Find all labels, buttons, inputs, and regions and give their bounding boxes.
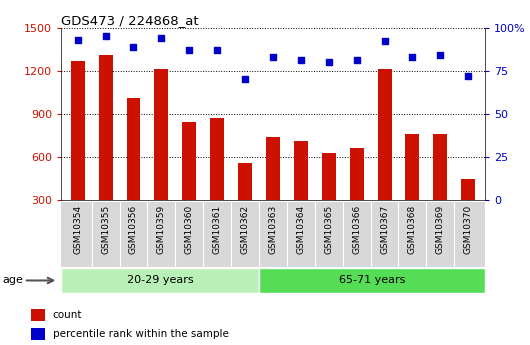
Bar [31,328,45,340]
Point [185,47,193,53]
Bar [210,118,224,243]
Point [381,39,389,44]
Point [436,52,445,58]
Point [213,47,222,53]
Text: GSM10363: GSM10363 [269,205,277,254]
Text: GSM10365: GSM10365 [324,205,333,254]
Text: GDS473 / 224868_at: GDS473 / 224868_at [61,14,199,27]
Point [241,77,249,82]
Bar [405,134,419,243]
Text: GSM10356: GSM10356 [129,205,138,254]
Text: 65-71 years: 65-71 years [339,276,405,285]
Text: GSM10364: GSM10364 [296,205,305,254]
Bar [322,152,335,243]
Point [157,35,165,41]
Text: GSM10369: GSM10369 [436,205,445,254]
Point [297,58,305,63]
Bar [154,69,169,243]
Text: GSM10367: GSM10367 [380,205,389,254]
Text: GSM10362: GSM10362 [241,205,250,254]
Point [352,58,361,63]
Bar [61,202,485,267]
Point [408,54,417,60]
Point [101,33,110,39]
Point [269,54,277,60]
Point [74,37,82,42]
Text: count: count [53,310,82,320]
Text: GSM10366: GSM10366 [352,205,361,254]
Bar [127,98,140,243]
Bar [182,122,196,243]
Text: GSM10370: GSM10370 [464,205,473,254]
Bar [70,61,85,243]
Bar [350,148,364,243]
Point [129,44,138,49]
Bar [61,268,259,293]
Text: 20-29 years: 20-29 years [127,276,193,285]
Text: GSM10368: GSM10368 [408,205,417,254]
Bar [259,268,485,293]
Text: percentile rank within the sample: percentile rank within the sample [53,329,228,339]
Bar [266,137,280,243]
Bar [377,69,392,243]
Text: GSM10354: GSM10354 [73,205,82,254]
Text: GSM10360: GSM10360 [185,205,194,254]
Point [324,59,333,65]
Text: GSM10359: GSM10359 [157,205,166,254]
Text: GSM10355: GSM10355 [101,205,110,254]
Bar [31,309,45,321]
Bar [461,179,475,243]
Text: GSM10361: GSM10361 [213,205,222,254]
Bar [434,134,447,243]
Point [464,73,472,79]
Bar [238,163,252,243]
Bar [294,141,308,243]
Text: age: age [3,276,23,285]
Bar [99,55,112,243]
